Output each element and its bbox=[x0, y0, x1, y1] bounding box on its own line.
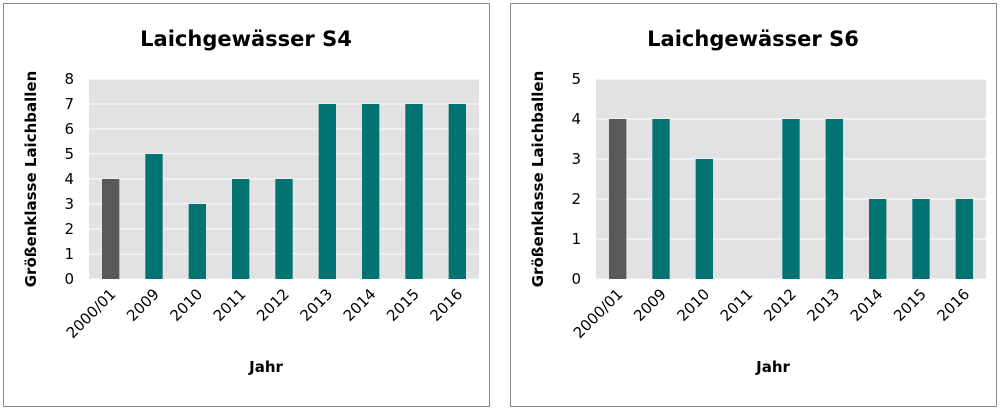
bar bbox=[869, 199, 887, 279]
x-tick-label: 2010 bbox=[166, 285, 206, 325]
x-tick-label: 2011 bbox=[210, 285, 250, 325]
y-tick-label: 3 bbox=[571, 150, 581, 168]
bar bbox=[275, 179, 293, 279]
bar bbox=[405, 104, 423, 279]
bar bbox=[782, 119, 800, 279]
bar bbox=[825, 119, 843, 279]
y-tick-label: 2 bbox=[571, 190, 581, 208]
y-tick-label: 7 bbox=[64, 95, 74, 113]
bar bbox=[102, 179, 120, 279]
chart-s4: Laichgewässer S4 Größenklasse Laichballe… bbox=[22, 27, 479, 376]
x-tick-label: 2012 bbox=[253, 285, 293, 325]
chart-title: Laichgewässer S6 bbox=[647, 27, 859, 51]
y-tick-label: 2 bbox=[64, 220, 74, 238]
bar bbox=[145, 154, 163, 279]
bar bbox=[362, 104, 380, 279]
bar bbox=[955, 199, 973, 279]
x-tick-label: 2000/01 bbox=[570, 285, 627, 342]
x-tick-label: 2010 bbox=[673, 285, 713, 325]
bar bbox=[188, 204, 206, 279]
x-axis-title: Jahr bbox=[248, 358, 283, 376]
y-axis-title: Größenklasse Laichballen bbox=[22, 71, 40, 288]
y-tick-label: 4 bbox=[571, 110, 581, 128]
x-tick-label: 2016 bbox=[426, 285, 466, 325]
y-tick-label: 1 bbox=[64, 245, 74, 263]
chart-panel-s4: Laichgewässer S4 Größenklasse Laichballe… bbox=[3, 3, 490, 407]
bar bbox=[695, 159, 713, 279]
x-tick-label: 2011 bbox=[717, 285, 757, 325]
y-tick-label: 6 bbox=[64, 120, 74, 138]
x-tick-label: 2015 bbox=[383, 285, 423, 325]
x-axis-title: Jahr bbox=[755, 358, 790, 376]
y-tick-label: 8 bbox=[64, 70, 74, 88]
y-axis-title: Größenklasse Laichballen bbox=[529, 71, 547, 288]
y-tick-label: 3 bbox=[64, 195, 74, 213]
bar bbox=[448, 104, 466, 279]
x-tick-label: 2012 bbox=[760, 285, 800, 325]
x-tick-label: 2014 bbox=[847, 285, 887, 325]
x-tick-label: 2013 bbox=[296, 285, 336, 325]
bar bbox=[912, 199, 930, 279]
bar bbox=[652, 119, 670, 279]
y-tick-label: 1 bbox=[571, 230, 581, 248]
y-tick-label: 4 bbox=[64, 170, 74, 188]
chart-title: Laichgewässer S4 bbox=[140, 27, 352, 51]
bar bbox=[318, 104, 336, 279]
x-tick-label: 2009 bbox=[630, 285, 670, 325]
chart-panel-s6: Laichgewässer S6 Größenklasse Laichballe… bbox=[510, 3, 997, 407]
x-tick-label: 2009 bbox=[123, 285, 163, 325]
x-tick-label: 2014 bbox=[340, 285, 380, 325]
y-tick-label: 0 bbox=[571, 270, 581, 288]
x-tick-label: 2000/01 bbox=[63, 285, 120, 342]
y-tick-label: 0 bbox=[64, 270, 74, 288]
x-tick-label: 2015 bbox=[890, 285, 930, 325]
chart-s6: Laichgewässer S6 Größenklasse Laichballe… bbox=[529, 27, 986, 376]
bar bbox=[232, 179, 250, 279]
x-tick-label: 2016 bbox=[933, 285, 973, 325]
bar bbox=[609, 119, 627, 279]
y-tick-label: 5 bbox=[571, 70, 581, 88]
y-tick-label: 5 bbox=[64, 145, 74, 163]
x-tick-label: 2013 bbox=[803, 285, 843, 325]
